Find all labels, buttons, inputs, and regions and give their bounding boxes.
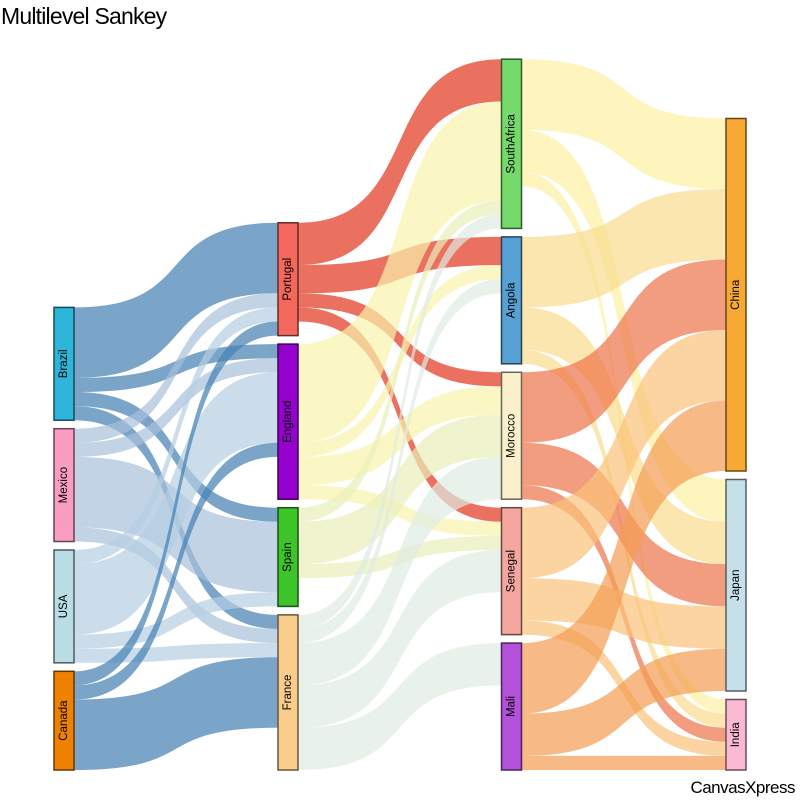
svg-text:SouthAfrica: SouthAfrica — [506, 113, 518, 173]
svg-text:USA: USA — [58, 594, 70, 618]
svg-text:Brazil: Brazil — [58, 349, 70, 378]
svg-text:England: England — [282, 401, 294, 443]
svg-text:Canada: Canada — [58, 700, 70, 741]
svg-text:CanvasXpress: CanvasXpress — [690, 778, 795, 797]
svg-text:China: China — [730, 279, 742, 310]
svg-text:Multilevel Sankey: Multilevel Sankey — [1, 3, 168, 29]
svg-text:Senegal: Senegal — [506, 550, 518, 592]
svg-text:Mexico: Mexico — [58, 467, 70, 503]
svg-text:Angola: Angola — [506, 282, 518, 318]
svg-text:France: France — [282, 675, 294, 711]
svg-text:Spain: Spain — [282, 542, 294, 571]
svg-text:Morocco: Morocco — [506, 414, 518, 458]
svg-text:Mali: Mali — [506, 696, 518, 717]
svg-text:India: India — [730, 722, 742, 748]
svg-text:Japan: Japan — [730, 570, 742, 601]
svg-text:Portugal: Portugal — [282, 258, 294, 301]
